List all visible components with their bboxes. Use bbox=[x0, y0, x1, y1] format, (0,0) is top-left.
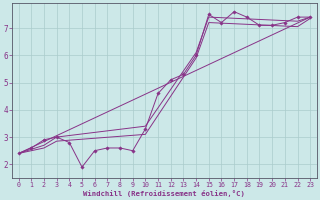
X-axis label: Windchill (Refroidissement éolien,°C): Windchill (Refroidissement éolien,°C) bbox=[84, 190, 245, 197]
